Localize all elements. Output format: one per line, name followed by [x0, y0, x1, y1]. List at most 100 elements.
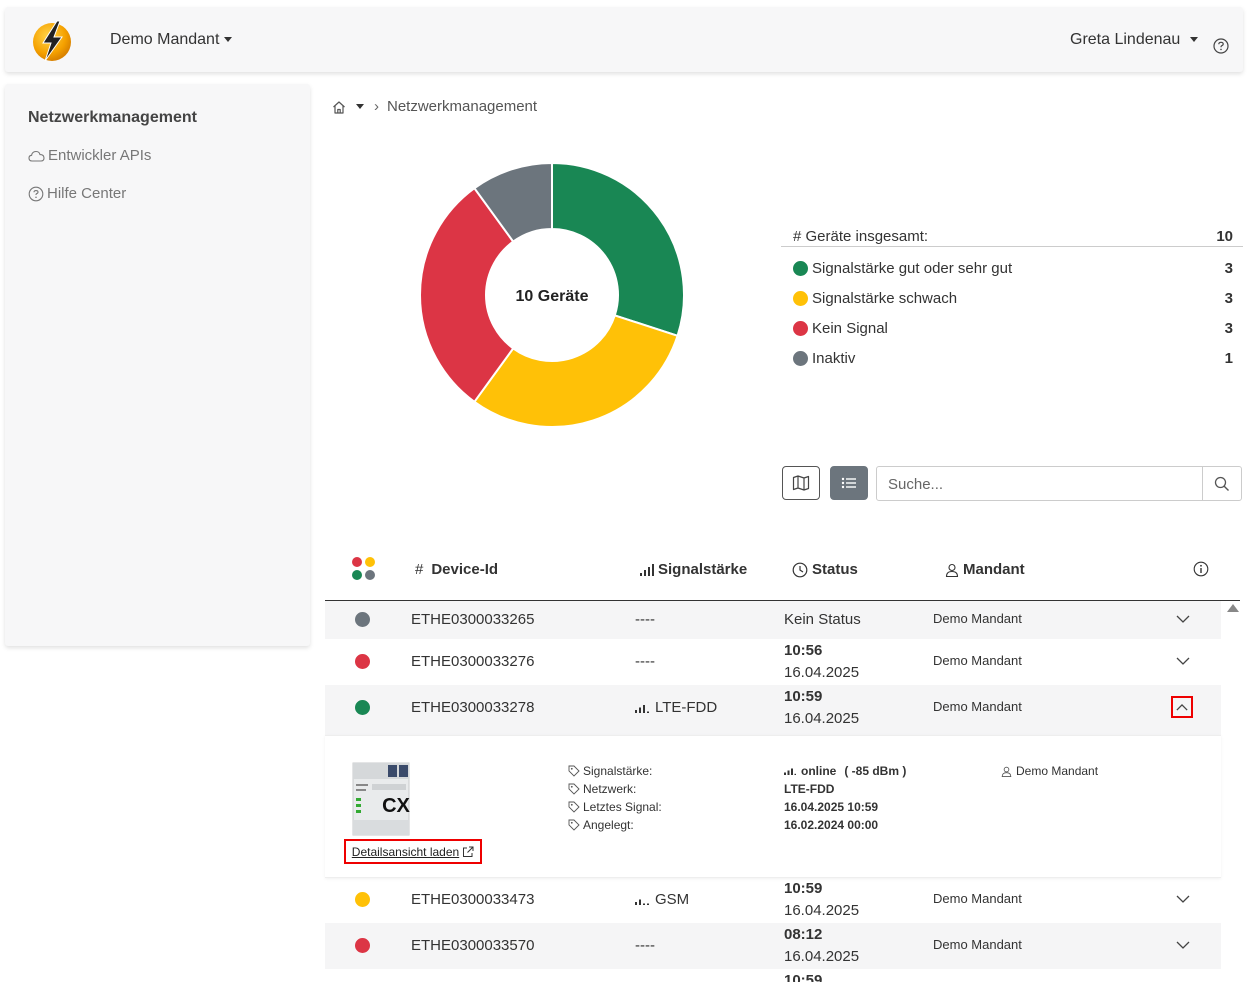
- signal-value: ----: [635, 937, 655, 954]
- summary-total-label: # Geräte insgesamt:: [793, 228, 929, 245]
- tenant-name: Demo Mandant: [933, 611, 1022, 626]
- expand-row-button[interactable]: [1173, 889, 1193, 909]
- detail-tenant-name: Demo Mandant: [1016, 764, 1099, 778]
- detail-view-link[interactable]: Detailsansicht laden: [344, 839, 482, 864]
- collapse-row-button[interactable]: [1171, 696, 1193, 718]
- sidebar-title[interactable]: Netzwerkmanagement: [28, 109, 197, 126]
- detail-label-text: Letztes Signal:: [583, 800, 662, 814]
- table-row[interactable]: ETHE0300033265 ---- Kein Status Demo Man…: [325, 601, 1221, 639]
- signal-cell: GSM: [635, 891, 689, 908]
- status-dot: [355, 612, 370, 627]
- search-button[interactable]: [1202, 467, 1241, 500]
- column-header-status[interactable]: Status: [792, 561, 858, 578]
- legend-value: 3: [1224, 320, 1233, 337]
- tag-icon: [568, 765, 580, 777]
- column-header-tenant[interactable]: Mandant: [945, 561, 1025, 578]
- legend-dot: [793, 291, 808, 306]
- donut-slice-1[interactable]: [551, 162, 685, 338]
- external-link-icon: [463, 846, 474, 857]
- signal-cell: ----: [635, 611, 655, 628]
- home-icon[interactable]: [331, 99, 347, 115]
- donut-slice-3[interactable]: [419, 186, 515, 404]
- expand-row-button[interactable]: [1173, 935, 1193, 955]
- tenant-name: Demo Mandant: [933, 653, 1022, 668]
- table-row[interactable]: ETHE0300033473 GSM 10:59 16.04.2025 Demo…: [325, 877, 1221, 923]
- column-header-label: Signalstärke: [658, 561, 748, 578]
- signal-strength-icon: [784, 768, 796, 775]
- table-row[interactable]: 10:59: [325, 969, 1221, 982]
- list-view-button[interactable]: [830, 466, 868, 500]
- legend-label: Kein Signal: [812, 320, 888, 337]
- map-icon: [792, 475, 810, 491]
- legend-label: Inaktiv: [812, 350, 856, 367]
- sidebar-item-help-center[interactable]: Hilfe Center: [28, 185, 126, 202]
- detail-value-signal: online ( -85 dBm ): [784, 764, 906, 778]
- caret-down-icon: [224, 37, 233, 43]
- status-time: 10:56: [784, 642, 823, 659]
- chevron-down-icon: [1176, 895, 1190, 903]
- tenant-dropdown[interactable]: Demo Mandant: [110, 31, 233, 49]
- column-header-device-id[interactable]: # Device-Id: [415, 561, 498, 578]
- detail-label-signal: Signalstärke:: [568, 764, 652, 778]
- donut-slice-2[interactable]: [473, 314, 679, 428]
- status-date: 16.04.2025: [784, 948, 860, 965]
- table-row[interactable]: ETHE0300033570 ---- 08:12 16.04.2025 Dem…: [325, 923, 1221, 969]
- status-time: 10:59: [784, 972, 823, 982]
- legend-dot: [793, 321, 808, 336]
- device-table-header: # Device-Id Signalstärke Status Mandant: [325, 548, 1240, 601]
- sidebar: Netzwerkmanagement Entwickler APIs Hilfe…: [5, 84, 310, 646]
- detail-label-created: Angelegt:: [568, 818, 634, 832]
- scroll-up-arrow[interactable]: [1227, 604, 1239, 612]
- column-header-signal[interactable]: Signalstärke: [640, 561, 747, 578]
- expand-row-button[interactable]: [1173, 651, 1193, 671]
- map-view-button[interactable]: [782, 466, 820, 500]
- person-icon: [945, 563, 959, 577]
- legend-label: Signalstärke gut oder sehr gut: [812, 260, 1013, 277]
- caret-down-icon[interactable]: [356, 104, 364, 109]
- legend-dot: [793, 261, 808, 276]
- detail-value-created: 16.02.2024 00:00: [784, 818, 879, 832]
- status-colors-icon[interactable]: [351, 556, 377, 582]
- chart-center-label: 10 Geräte: [516, 288, 589, 305]
- breadcrumb-current: Netzwerkmanagement: [387, 98, 538, 115]
- status-time: 08:12: [784, 926, 823, 943]
- chevron-up-icon: [1176, 703, 1188, 711]
- device-id: ETHE0300033276: [411, 653, 535, 670]
- tag-icon: [568, 819, 580, 831]
- signal-cell: LTE-FDD: [635, 699, 717, 716]
- hash-icon: #: [415, 561, 424, 578]
- detail-label-last-signal: Letztes Signal:: [568, 800, 662, 814]
- cloud-icon: [28, 150, 45, 162]
- signal-strength-icon: [635, 899, 649, 905]
- info-icon[interactable]: [1193, 561, 1209, 577]
- table-row[interactable]: ETHE0300033276 ---- 10:56 16.04.2025 Dem…: [325, 639, 1221, 685]
- status-dot: [355, 892, 370, 907]
- search-input[interactable]: [877, 467, 1216, 502]
- sidebar-item-developer-apis[interactable]: Entwickler APIs: [28, 147, 151, 164]
- detail-label-text: Signalstärke:: [583, 764, 653, 778]
- tag-icon: [568, 783, 580, 795]
- signal-value: ----: [635, 611, 655, 628]
- legend-item-no-signal: Kein Signal 3: [781, 314, 1243, 344]
- clock-icon: [792, 562, 808, 577]
- legend-value: 1: [1224, 350, 1233, 367]
- detail-label-text: Angelegt:: [583, 818, 634, 832]
- help-circle-icon[interactable]: [1213, 38, 1229, 54]
- status-time: 10:59: [784, 880, 823, 897]
- legend-value: 3: [1224, 290, 1233, 307]
- signal-bars-icon: [640, 563, 654, 576]
- person-icon: [1001, 766, 1012, 777]
- list-icon: [841, 477, 856, 489]
- breadcrumb: › Netzwerkmanagement: [331, 98, 537, 115]
- donut-slice-4[interactable]: [473, 162, 553, 244]
- column-header-label: Status: [812, 561, 858, 578]
- table-row[interactable]: ETHE0300033278 LTE-FDD 10:59 16.04.2025 …: [325, 685, 1221, 735]
- user-menu-dropdown[interactable]: Greta Lindenau: [1070, 31, 1199, 49]
- chevron-right-icon: ›: [374, 98, 379, 115]
- lightning-logo-icon[interactable]: [31, 19, 75, 63]
- device-detail-panel: CX Detailsansicht laden Signalstärke: Ne…: [325, 735, 1221, 878]
- expand-row-button[interactable]: [1173, 609, 1193, 629]
- device-id: ETHE0300033278: [411, 699, 535, 716]
- chevron-down-icon: [1176, 657, 1190, 665]
- summary-total-value: 10: [1216, 228, 1233, 245]
